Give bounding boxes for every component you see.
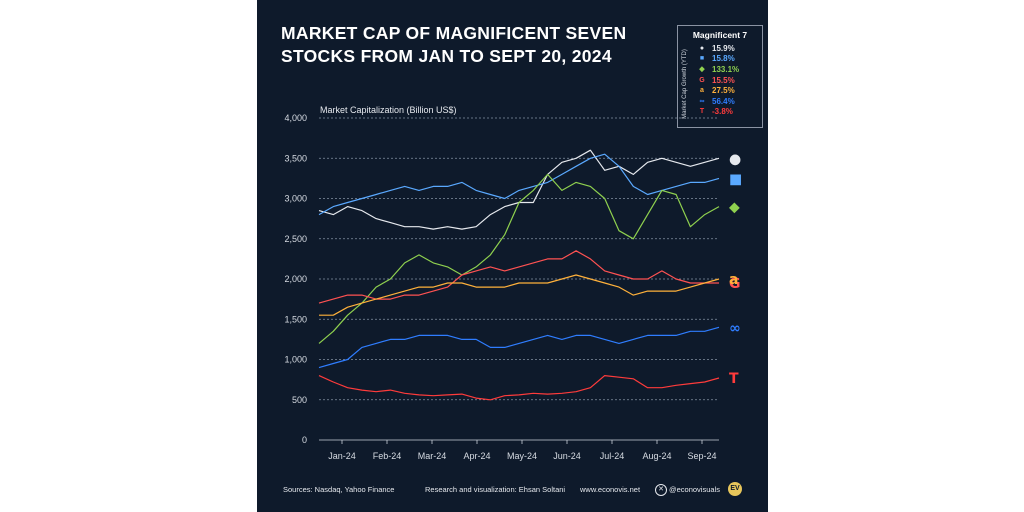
amazon-icon: a [729,272,738,288]
legend-item-tesla: T -3.8% [696,107,739,118]
x-tick-label: Feb-24 [373,451,402,461]
tesla-icon: T [729,371,739,387]
windows-icon: ■ [729,171,742,187]
y-tick-label: 500 [292,395,307,405]
apple-icon: ● [729,151,741,167]
legend-value: -3.8% [712,107,733,117]
series-line-meta [318,326,720,369]
amazon-icon: a [700,87,704,95]
footer-sources: Sources: Nasdaq, Yahoo Finance [283,485,395,494]
x-tick-label: Mar-24 [418,451,447,461]
apple-icon: ● [699,44,705,52]
x-tick-label: Sep-24 [687,451,716,461]
legend-value: 56.4% [712,96,735,106]
x-tick-label: Apr-24 [463,451,490,461]
x-tick-label: Aug-24 [642,451,671,461]
series-line-apple [318,149,720,230]
legend-item-amazon: a 27.5% [696,85,739,96]
y-tick-label: 3,500 [284,153,307,163]
series-line-amazon [319,274,720,316]
legend-item-apple: ● 15.9% [696,43,739,54]
y-tick-label: 2,500 [284,234,307,244]
footer-credit: Research and visualization: Ehsan Soltan… [425,485,566,494]
google-icon: G [729,276,741,292]
y-tick-label: 3,000 [284,194,307,204]
meta-icon: ∞ [699,97,705,105]
legend-value: 27.5% [712,86,735,96]
series-line-nvidia [318,173,720,344]
legend-value: 15.8% [712,54,735,64]
legend-value: 133.1% [712,64,740,74]
footer-handle[interactable]: @econovisuals [669,485,720,494]
x-tick-label: Jan-24 [328,451,356,461]
nvidia-icon: ◆ [729,200,740,216]
series-line-google [318,250,719,304]
series-line-tesla [318,375,720,401]
y-tick-label: 0 [302,435,307,445]
legend-title: Magnificent 7 [692,30,748,40]
meta-icon: ∞ [729,320,741,336]
series-line-microsoft [318,153,720,216]
chart-title: MARKET CAP OF MAGNIFICENT SEVEN STOCKS F… [281,22,626,68]
footer-website[interactable]: www.econovis.net [580,485,641,494]
legend-rows: ● 15.9% ■ 15.8% ◆ 133.1% G 15.5% a 27.5% ∞ 56.4% T -3… [696,43,739,117]
y-tick-label: 4,000 [284,113,307,123]
x-tick-label: Jun-24 [553,451,581,461]
legend: Magnificent 7 Market Cap Growth (YTD) ● 1… [677,25,763,128]
title-line-2: STOCKS FROM JAN TO SEPT 20, 2024 [281,46,612,66]
legend-value: 15.5% [712,75,735,85]
legend-value: 15.9% [712,43,735,53]
nvidia-icon: ◆ [699,66,705,74]
legend-item-google: G 15.5% [696,75,739,86]
y-tick-label: 1,500 [284,314,307,324]
econovis-logo: EV [728,482,742,496]
y-tick-label: 1,000 [284,355,307,365]
y-axis-label: Market Capitalization (Billion US$) [320,105,457,115]
title-line-1: MARKET CAP OF MAGNIFICENT SEVEN [281,23,627,43]
google-icon: G [699,76,705,84]
x-tick-label: May-24 [507,451,537,461]
legend-item-meta: ∞ 56.4% [696,96,739,107]
x-logo-icon: ✕ [655,484,667,496]
tesla-icon: T [699,108,705,116]
legend-item-nvidia: ◆ 133.1% [696,64,739,75]
infographic-card: MARKET CAP OF MAGNIFICENT SEVEN STOCKS F… [257,0,768,512]
legend-item-microsoft: ■ 15.8% [696,54,739,65]
y-tick-label: 2,000 [284,274,307,284]
line-chart: 0 500 1,000 1,500 2,000 2,500 3,000 3,500 4,000 J… [284,113,742,461]
x-tick-label: Jul-24 [600,451,625,461]
windows-icon: ■ [699,55,705,63]
